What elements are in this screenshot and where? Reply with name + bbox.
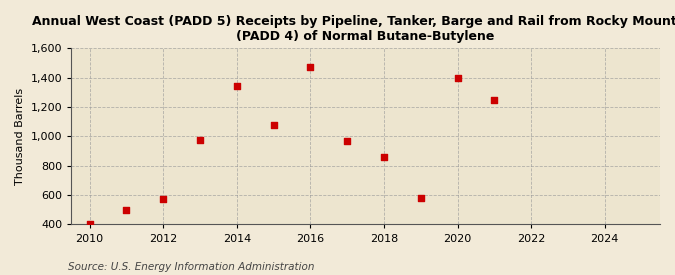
Point — [415, 196, 426, 200]
Point — [305, 65, 316, 69]
Point — [158, 197, 169, 201]
Point — [121, 208, 132, 212]
Text: Source: U.S. Energy Information Administration: Source: U.S. Energy Information Administ… — [68, 262, 314, 272]
Point — [268, 123, 279, 128]
Point — [489, 98, 500, 103]
Point — [452, 76, 463, 81]
Point — [342, 139, 352, 144]
Point — [232, 84, 242, 89]
Title: Annual West Coast (PADD 5) Receipts by Pipeline, Tanker, Barge and Rail from Roc: Annual West Coast (PADD 5) Receipts by P… — [32, 15, 675, 43]
Y-axis label: Thousand Barrels: Thousand Barrels — [15, 88, 25, 185]
Point — [84, 222, 95, 226]
Point — [194, 138, 205, 142]
Point — [379, 155, 389, 159]
